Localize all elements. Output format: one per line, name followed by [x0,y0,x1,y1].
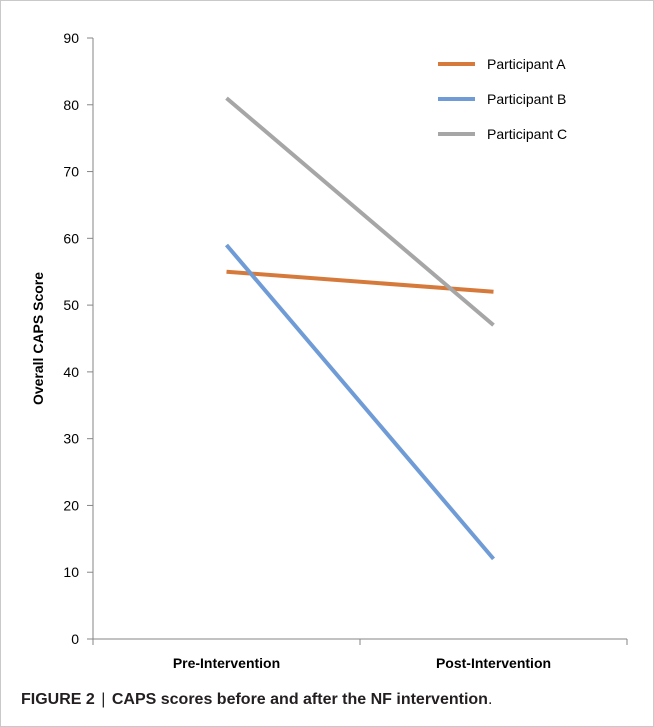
y-tick-label: 70 [63,164,79,180]
figure-caption: FIGURE 2 | CAPS scores before and after … [21,691,641,709]
y-tick-label: 80 [63,97,79,113]
legend-label: Participant C [487,126,567,142]
legend-label: Participant B [487,91,566,107]
caption-label: FIGURE 2 [21,691,95,708]
y-tick-label: 0 [71,631,79,647]
y-tick-label: 10 [63,564,79,580]
x-tick-label: Pre-Intervention [173,655,280,671]
x-tick-label: Post-Intervention [436,655,551,671]
y-tick-label: 60 [63,230,79,246]
y-tick-label: 30 [63,431,79,447]
series-line [224,243,496,561]
series-line [225,96,495,327]
line-chart: 0 10 20 30 40 50 60 70 80 90 Pre-Intervention Post-… [30,30,628,671]
y-tick-label: 90 [63,30,79,46]
legend-label: Participant A [487,56,566,72]
caption-text: CAPS scores before and after the NF inte… [111,691,488,708]
y-axis-title: Overall CAPS Score [30,272,46,405]
y-tick-label: 40 [63,364,79,380]
caption-end: . [487,691,493,708]
y-tick-label: 50 [63,297,79,313]
caption-separator: | [101,691,106,708]
y-tick-label: 20 [63,497,79,513]
